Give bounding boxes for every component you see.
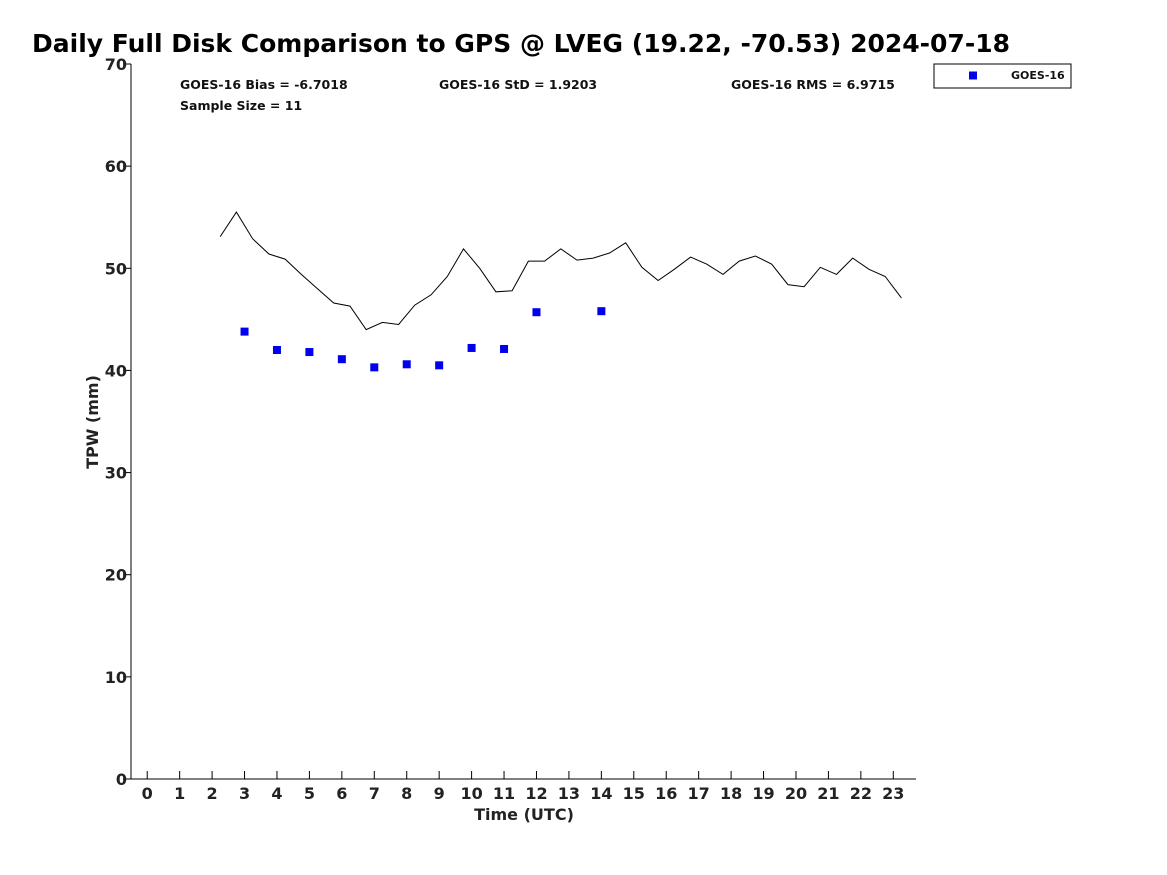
y-tick-label: 0 xyxy=(116,770,127,789)
y-tick-label: 30 xyxy=(105,464,127,483)
goes16-point xyxy=(402,360,411,369)
x-tick-label: 18 xyxy=(720,784,742,803)
goes16-point xyxy=(597,307,606,316)
goes16-point xyxy=(532,308,541,317)
x-tick-label: 15 xyxy=(623,784,645,803)
x-tick-label: 3 xyxy=(239,784,250,803)
x-tick-label: 11 xyxy=(493,784,515,803)
x-tick-label: 4 xyxy=(271,784,282,803)
stat-rms: GOES-16 RMS = 6.9715 xyxy=(731,77,895,92)
x-tick-label: 23 xyxy=(882,784,904,803)
legend-marker xyxy=(969,71,977,80)
goes16-point xyxy=(272,346,281,354)
x-tick-label: 10 xyxy=(460,784,482,803)
y-tick-label: 50 xyxy=(105,259,127,278)
y-tick-label: 70 xyxy=(105,55,127,74)
x-tick-label: 1 xyxy=(174,784,185,803)
goes16-point xyxy=(240,327,249,336)
x-axis-label: Time (UTC) xyxy=(474,805,574,824)
stat-sample-size: Sample Size = 11 xyxy=(180,98,302,113)
x-tick-label: 7 xyxy=(369,784,380,803)
x-tick-label: 8 xyxy=(401,784,412,803)
x-tick-label: 19 xyxy=(752,784,774,803)
goes16-point xyxy=(500,344,509,353)
x-tick-label: 9 xyxy=(434,784,445,803)
series-layer xyxy=(219,211,902,372)
x-tick-label: 6 xyxy=(336,784,347,803)
x-tick-label: 16 xyxy=(655,784,677,803)
goes16-point xyxy=(305,348,314,357)
x-tick-label: 12 xyxy=(525,784,547,803)
legend-label: GOES-16 xyxy=(1011,69,1065,82)
x-tick-label: 2 xyxy=(207,784,218,803)
x-tick-label: 20 xyxy=(785,784,807,803)
x-tick-label: 0 xyxy=(142,784,153,803)
y-tick-label: 40 xyxy=(105,361,127,380)
chart-title: Daily Full Disk Comparison to GPS @ LVEG… xyxy=(32,29,1010,58)
y-tick-label: 20 xyxy=(105,566,127,585)
goes16-point xyxy=(467,343,476,352)
goes16-point xyxy=(370,363,379,372)
legend: GOES-16 xyxy=(933,63,1072,89)
x-ticks: 0 1 2 3 4 5 6 7 8 9 10 11 12 13 14 15 16 17 18 19 20 21 22 23 xyxy=(142,771,904,803)
stat-std: GOES-16 StD = 1.9203 xyxy=(439,77,597,92)
y-tick-label: 60 xyxy=(105,157,127,176)
goes16-point xyxy=(435,361,444,370)
x-tick-label: 21 xyxy=(817,784,839,803)
goes16-point xyxy=(337,355,346,364)
y-tick-label: 10 xyxy=(105,668,127,687)
x-tick-label: 17 xyxy=(688,784,710,803)
x-tick-label: 13 xyxy=(558,784,580,803)
legend-box xyxy=(933,63,1072,89)
gps-line xyxy=(219,211,902,331)
y-ticks: 0 10 20 30 40 50 60 70 xyxy=(105,55,131,789)
stat-bias: GOES-16 Bias = -6.7018 xyxy=(180,77,348,92)
x-tick-label: 22 xyxy=(850,784,872,803)
x-tick-label: 14 xyxy=(590,784,612,803)
x-tick-label: 5 xyxy=(304,784,315,803)
y-axis-label: TPW (mm) xyxy=(83,375,102,469)
